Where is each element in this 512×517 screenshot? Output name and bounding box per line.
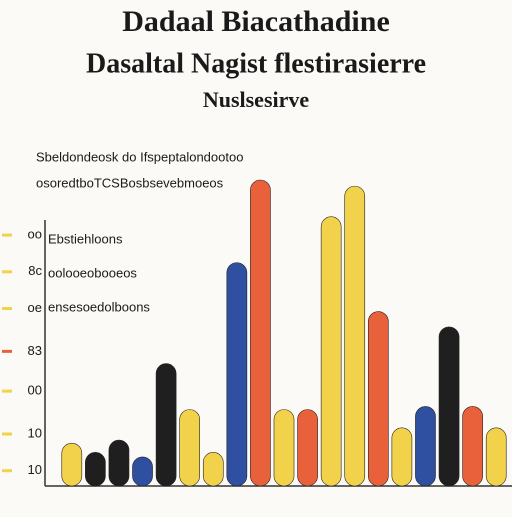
chart-title: Dadaal Biacathadine	[122, 5, 390, 38]
y-tick-label: 10	[28, 462, 42, 477]
chart-subtitle: Nuslsesirve	[203, 87, 310, 112]
bar	[438, 326, 460, 487]
bar	[226, 262, 248, 487]
y-tick-label: 83	[28, 343, 42, 358]
bar	[155, 363, 177, 487]
bar	[61, 442, 83, 487]
legend-label: Ebstiehloons	[48, 231, 123, 246]
bar	[202, 452, 224, 487]
bar	[179, 409, 201, 487]
bar	[297, 409, 318, 487]
y-tick-label: 00	[28, 383, 42, 398]
bar	[85, 452, 106, 487]
bar	[367, 311, 389, 487]
bar	[273, 409, 295, 487]
y-tick-label: oo	[28, 227, 42, 242]
bar	[391, 427, 413, 487]
bar	[132, 456, 153, 487]
note: osoredtboTCSBosbsevebmoeos	[36, 175, 224, 190]
y-tick-label: 10	[28, 425, 42, 440]
y-tick-label: oe	[28, 300, 42, 315]
legend-label: ensesoedolboons	[48, 299, 150, 314]
bar	[344, 185, 366, 487]
bar	[462, 406, 483, 487]
legend-label: oolooeobooeos	[48, 265, 137, 280]
note: Sbeldondeosk do Ifspeptalondootoo	[36, 149, 243, 164]
bar	[485, 427, 507, 487]
bar	[108, 439, 130, 487]
chart-subtitle: Dasaltal Nagist flestirasierre	[86, 48, 426, 79]
bar	[415, 406, 436, 487]
y-tick-label: 8c	[28, 263, 42, 278]
bar	[250, 179, 271, 487]
bar	[320, 216, 342, 487]
